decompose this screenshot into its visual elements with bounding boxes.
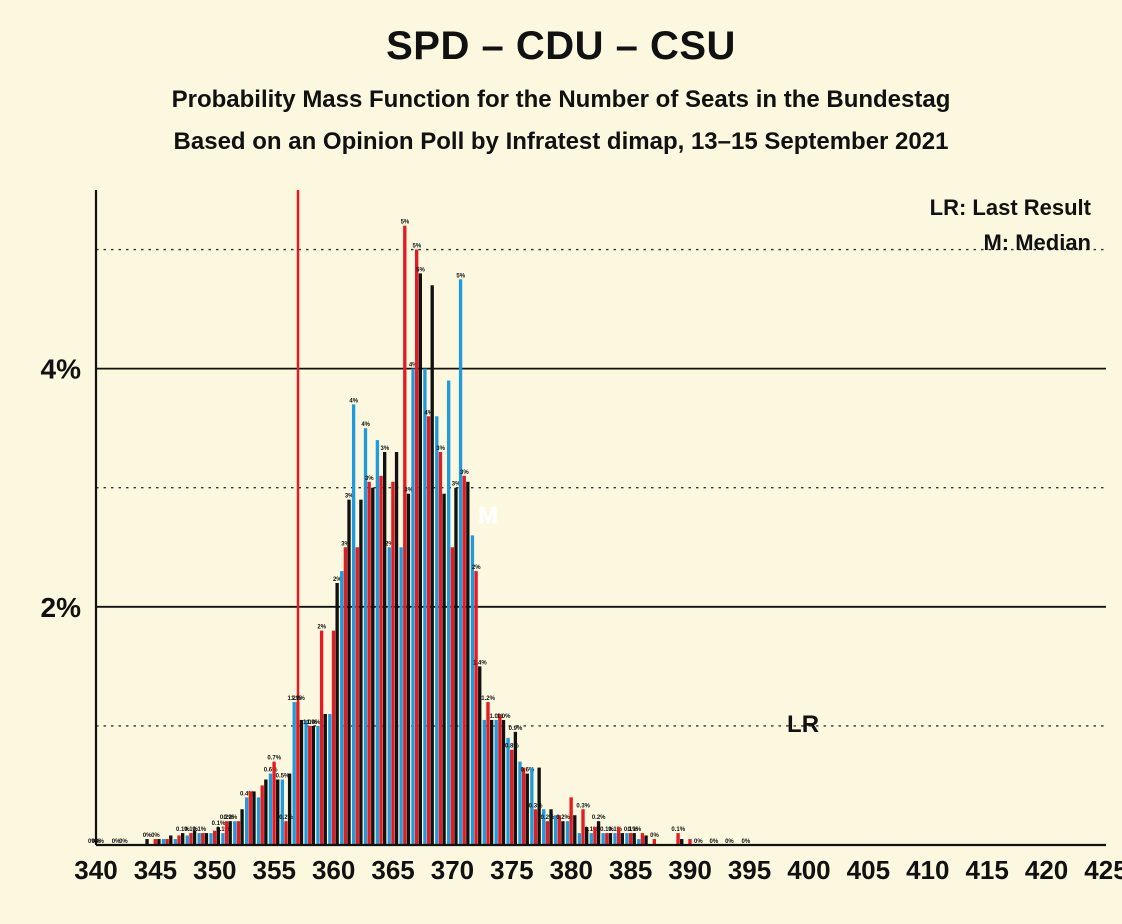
svg-text:4%: 4% [349,398,358,404]
svg-text:0.2%: 0.2% [224,815,238,821]
svg-text:390: 390 [668,855,711,885]
svg-text:375: 375 [490,855,533,885]
svg-text:410: 410 [906,855,949,885]
svg-text:0.1%: 0.1% [585,827,599,833]
svg-text:0.2%: 0.2% [556,815,570,821]
svg-text:1.2%: 1.2% [481,696,495,702]
svg-text:415: 415 [965,855,1008,885]
svg-text:5%: 5% [416,267,425,273]
svg-text:3%: 3% [365,476,374,482]
svg-text:360: 360 [312,855,355,885]
svg-text:3%: 3% [460,470,469,476]
svg-text:2%: 2% [317,625,326,631]
svg-text:420: 420 [1025,855,1068,885]
legend-m: M: Median [983,230,1091,255]
svg-text:0%: 0% [151,833,160,839]
svg-text:380: 380 [550,855,593,885]
svg-text:0.1%: 0.1% [216,827,230,833]
svg-text:350: 350 [193,855,236,885]
svg-text:2%: 2% [472,565,481,571]
svg-text:1.4%: 1.4% [473,660,487,666]
svg-text:0.2%: 0.2% [541,815,555,821]
svg-text:0.3%: 0.3% [576,803,590,809]
svg-text:0.9%: 0.9% [509,726,523,732]
svg-text:340: 340 [74,855,117,885]
svg-text:355: 355 [253,855,296,885]
svg-text:5%: 5% [401,220,410,226]
svg-text:2%: 2% [41,592,82,623]
svg-text:5%: 5% [456,273,465,279]
svg-text:4%: 4% [361,422,370,428]
svg-text:0.4%: 0.4% [240,791,254,797]
pmf-bar-chart: 0%0%0%0%0%0%0%0.1%0.1%0.1%0.1%0.1%0.2%0.… [0,0,1122,924]
svg-text:1.2%: 1.2% [291,696,305,702]
svg-text:3%: 3% [436,446,445,452]
svg-text:0.3%: 0.3% [529,803,543,809]
svg-text:425: 425 [1084,855,1122,885]
svg-text:365: 365 [371,855,414,885]
svg-text:385: 385 [609,855,652,885]
median-annot: M [478,502,498,529]
lr-annot: LR [787,711,819,738]
svg-text:0.2%: 0.2% [279,815,293,821]
svg-text:0.1%: 0.1% [628,827,642,833]
svg-text:1.0%: 1.0% [307,720,321,726]
svg-text:3%: 3% [380,446,389,452]
svg-text:405: 405 [847,855,890,885]
svg-text:0.2%: 0.2% [592,815,606,821]
svg-text:0.7%: 0.7% [267,756,281,762]
svg-text:0.5%: 0.5% [276,774,290,780]
svg-text:5%: 5% [412,244,421,250]
svg-text:0%: 0% [650,833,659,839]
svg-text:400: 400 [787,855,830,885]
svg-text:370: 370 [431,855,474,885]
svg-text:0.1%: 0.1% [192,827,206,833]
svg-text:345: 345 [134,855,177,885]
svg-text:0.1%: 0.1% [608,827,622,833]
legend-lr: LR: Last Result [930,195,1092,220]
svg-text:395: 395 [728,855,771,885]
svg-text:0.1%: 0.1% [671,827,685,833]
svg-text:0.8%: 0.8% [505,744,519,750]
chart-page: { "title": "SPD – CDU – CSU", "subtitle1… [0,0,1122,924]
svg-text:1.0%: 1.0% [497,714,511,720]
svg-text:4%: 4% [41,354,82,385]
